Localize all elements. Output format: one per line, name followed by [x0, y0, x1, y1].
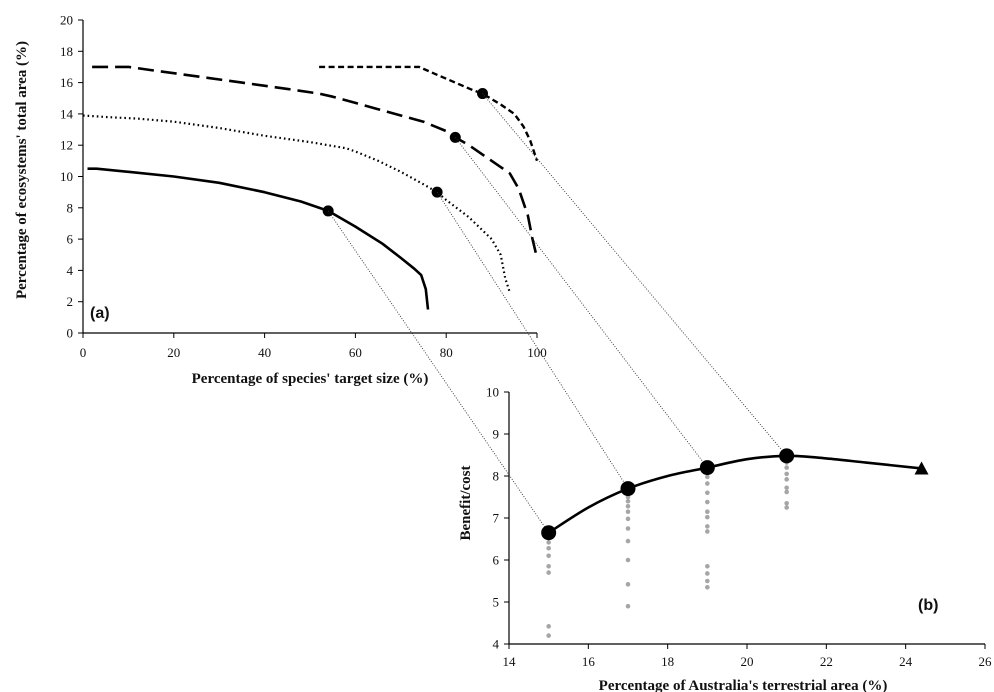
- panel-b-grey-point: [705, 490, 710, 496]
- panel-b-grey-point: [546, 570, 551, 575]
- panel-a-x-tick-labels: 0 20 40 60 80 100: [80, 345, 547, 360]
- panel-b-grey-point: [625, 509, 631, 514]
- panel-b-grey-point: [546, 540, 551, 545]
- panel-b-marker: [541, 525, 557, 541]
- panel-b-grey-point: [705, 499, 710, 505]
- panel-b-x-axis-title: Percentage of Australia's terrestrial ar…: [599, 678, 888, 692]
- panel-a-line-short-dash: [319, 65, 539, 162]
- connector-lines: [327, 93, 788, 533]
- panel-b-grey-points: [546, 460, 789, 638]
- panel-b-grey-point: [705, 514, 710, 520]
- panel-a-line-dotted: [82, 114, 511, 293]
- connector-line: [454, 137, 708, 468]
- panel-a-chart: 0 2 4 6 8 10 12 14 16 18 20 0 20 40 60 80 100 (a) Perce…: [14, 13, 547, 388]
- panel-b-chart: 4 5 6 7 8 9 10 14 16 18 20 22 24 26 (b) Percentage o…: [458, 385, 992, 692]
- panel-b-end-triangle: [914, 461, 929, 475]
- panel-b-grey-point: [546, 624, 551, 629]
- panel-a-x-tick-label: 0: [80, 345, 87, 360]
- panel-b-grey-point: [705, 481, 710, 486]
- panel-b-grey-point: [784, 489, 789, 495]
- panel-b-grey-point: [705, 474, 710, 480]
- panel-a-y-tick-label: 8: [67, 200, 74, 215]
- panel-b-axes: [504, 391, 986, 649]
- panel-b-grey-point: [625, 503, 631, 509]
- panel-a-x-tick-label: 20: [167, 345, 180, 360]
- panel-b-x-tick-labels: 14 16 18 20 22 24 26: [503, 654, 993, 669]
- panel-b-grey-point: [625, 582, 631, 587]
- panel-a-line-solid: [87, 167, 430, 310]
- panel-b-grey-point: [784, 505, 789, 510]
- panel-b-grey-point: [784, 465, 789, 470]
- panel-b-grey-point: [705, 585, 710, 590]
- panel-a-y-axis-title: Percentage of ecosystems' total area (%): [14, 41, 30, 299]
- panel-b-grey-point: [546, 564, 551, 569]
- panel-b-grey-point: [784, 471, 789, 477]
- panel-b-y-axis-title: Benefit/cost: [458, 466, 474, 541]
- panel-a-y-tick-label: 6: [67, 232, 74, 247]
- panel-b-grey-point: [705, 564, 710, 569]
- panel-b-grey-point: [546, 553, 551, 559]
- panel-b-grey-point: [625, 603, 631, 609]
- panel-a-y-tick-label: 0: [67, 326, 74, 341]
- panel-b-grey-point: [625, 498, 631, 504]
- panel-b-y-tick-label: 5: [493, 595, 500, 610]
- panel-b-series: [541, 448, 929, 541]
- panel-b-benefit-cost-line: [548, 454, 922, 534]
- panel-b-x-tick-label: 16: [582, 654, 596, 669]
- panel-a-y-tick-label: 2: [67, 294, 74, 309]
- panel-b-y-tick-label: 7: [493, 511, 500, 526]
- panel-a-y-tick-labels: 0 2 4 6 8 10 12 14 16 18 20: [60, 13, 74, 341]
- panel-a-axes: [78, 19, 538, 338]
- panel-b-x-tick-label: 14: [503, 654, 517, 669]
- panel-b-y-tick-label: 4: [493, 637, 500, 652]
- panel-a-y-tick-label: 12: [60, 138, 73, 153]
- panel-b-grey-point: [546, 545, 551, 551]
- panel-b-grey-point: [784, 477, 789, 482]
- panel-b-grey-point: [625, 526, 631, 531]
- connector-line: [436, 191, 629, 489]
- panel-a-series: [82, 65, 539, 310]
- panel-b-x-tick-label: 22: [820, 654, 833, 669]
- panel-b-grey-point: [625, 538, 631, 544]
- panel-b-y-tick-label: 9: [493, 427, 500, 442]
- panel-a-x-tick-label: 60: [349, 345, 362, 360]
- panel-b-x-tick-label: 18: [661, 654, 674, 669]
- panel-a-y-tick-label: 20: [60, 13, 73, 28]
- panel-b-marker: [779, 448, 795, 464]
- panel-b-grey-point: [705, 509, 710, 514]
- panel-b-x-tick-label: 26: [979, 654, 993, 669]
- panel-a-y-tick-label: 14: [60, 106, 74, 121]
- panel-b-grey-point: [784, 501, 789, 506]
- panel-b-grey-point: [705, 578, 710, 584]
- panel-a-line-long-dash: [92, 65, 539, 259]
- connector-line: [327, 210, 550, 533]
- panel-b-y-tick-label: 10: [486, 385, 499, 400]
- panel-b-marker: [620, 481, 636, 497]
- panel-b-y-tick-label: 8: [493, 469, 500, 484]
- panel-a-y-tick-label: 10: [60, 169, 73, 184]
- panel-a-y-tick-label: 18: [60, 44, 73, 59]
- panel-a-x-tick-label: 80: [440, 345, 453, 360]
- panel-b-x-tick-label: 20: [741, 654, 754, 669]
- panel-a-x-axis-title: Percentage of species' target size (%): [192, 371, 429, 387]
- panel-b-grey-point: [784, 485, 789, 491]
- panel-b-grey-point: [705, 524, 710, 529]
- panel-a-y-tick-label: 16: [60, 75, 74, 90]
- panel-a-label: (a): [90, 305, 110, 322]
- panel-b-label: (b): [918, 597, 938, 614]
- panel-b-marker: [699, 460, 715, 476]
- panel-b-grey-point: [705, 529, 710, 534]
- panel-b-grey-point: [705, 571, 710, 576]
- panel-a-y-tick-label: 4: [67, 263, 74, 278]
- panel-b-grey-point: [625, 516, 631, 522]
- panel-a-x-tick-label: 100: [527, 345, 547, 360]
- panel-b-x-tick-label: 24: [899, 654, 913, 669]
- panel-b-y-tick-label: 6: [493, 553, 500, 568]
- panel-b-y-tick-labels: 4 5 6 7 8 9 10: [486, 385, 500, 652]
- connector-line: [482, 93, 788, 457]
- panel-a-x-tick-label: 40: [258, 345, 271, 360]
- panel-b-grey-point: [546, 633, 551, 638]
- panel-b-grey-point: [625, 557, 631, 563]
